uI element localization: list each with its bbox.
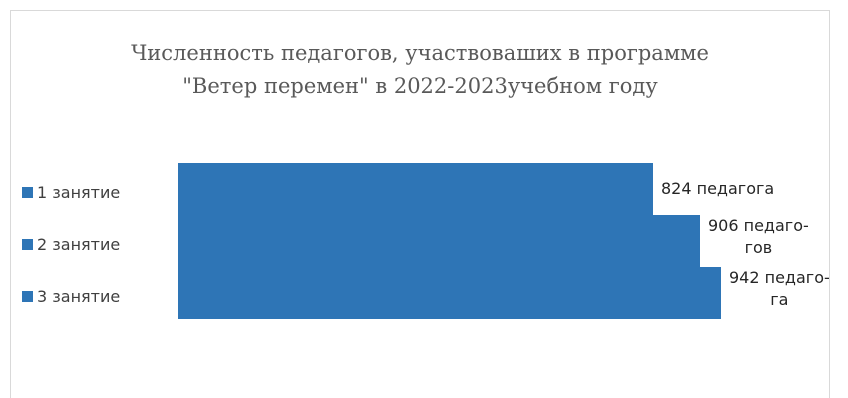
data-label-3: 942 педаго-га bbox=[729, 267, 830, 311]
legend-item-1: 1 занятие bbox=[22, 183, 120, 202]
data-label-2: 906 педаго-гов bbox=[708, 215, 809, 259]
legend-label: 1 занятие bbox=[37, 183, 121, 202]
data-label-line: 824 педагога bbox=[661, 179, 775, 198]
data-label-1: 824 педагога bbox=[661, 178, 774, 200]
legend-swatch bbox=[22, 187, 33, 198]
bar-3 bbox=[178, 267, 721, 319]
data-label-line: 906 педаго- bbox=[708, 216, 809, 235]
legend-item-2: 2 занятие bbox=[22, 235, 120, 254]
data-label-line: 942 педаго- bbox=[729, 268, 830, 287]
legend-swatch bbox=[22, 239, 33, 250]
legend-item-3: 3 занятие bbox=[22, 287, 120, 306]
chart-title-line-2: "Ветер перемен" в 2022-2023учебном году bbox=[182, 74, 658, 98]
legend-label: 3 занятие bbox=[37, 287, 121, 306]
bar-2 bbox=[178, 215, 700, 267]
legend-label: 2 занятие bbox=[37, 235, 121, 254]
data-label-line: гов bbox=[744, 238, 773, 257]
data-label-line: га bbox=[770, 290, 789, 309]
bar-1 bbox=[178, 163, 653, 215]
chart-frame bbox=[10, 10, 830, 398]
legend-swatch bbox=[22, 291, 33, 302]
chart-title-line-1: Численность педагогов, участвоваших в пр… bbox=[131, 41, 709, 65]
